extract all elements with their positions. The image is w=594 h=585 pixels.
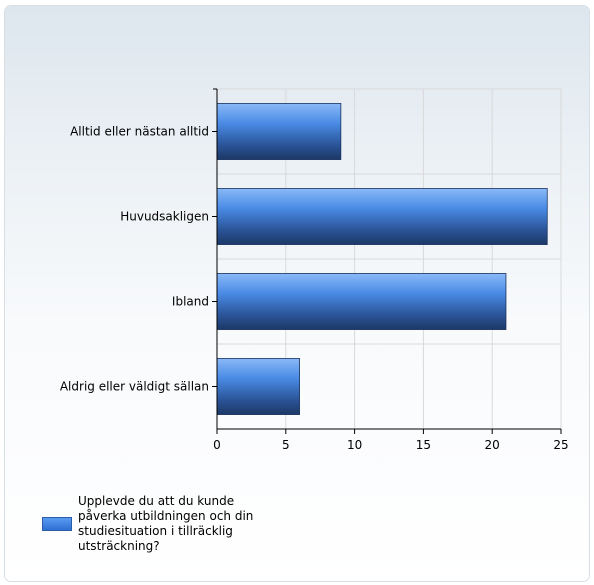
bars [216, 103, 548, 415]
category-label: Ibland [172, 295, 209, 309]
bar [216, 103, 342, 160]
bar [216, 358, 300, 415]
category-label: Huvudsakligen [120, 210, 209, 224]
x-tick-label: 20 [485, 438, 500, 452]
bar [216, 188, 548, 245]
category-label: Aldrig eller väldigt sällan [60, 380, 209, 394]
x-tick-label: 5 [282, 438, 290, 452]
legend-label: Upplevde du att du kunde påverka utbildn… [78, 494, 254, 553]
x-tick-label: 10 [347, 438, 362, 452]
x-tick-label: 25 [553, 438, 568, 452]
bar [216, 273, 507, 330]
x-tick-label: 15 [416, 438, 431, 452]
x-tick-label: 0 [213, 438, 221, 452]
legend: Upplevde du att du kunde påverka utbildn… [42, 494, 342, 554]
legend-swatch [42, 517, 72, 531]
category-label: Alltid eller nästan alltid [70, 125, 209, 139]
axes: Alltid eller nästan alltid Huvudsakligen I… [60, 88, 569, 452]
